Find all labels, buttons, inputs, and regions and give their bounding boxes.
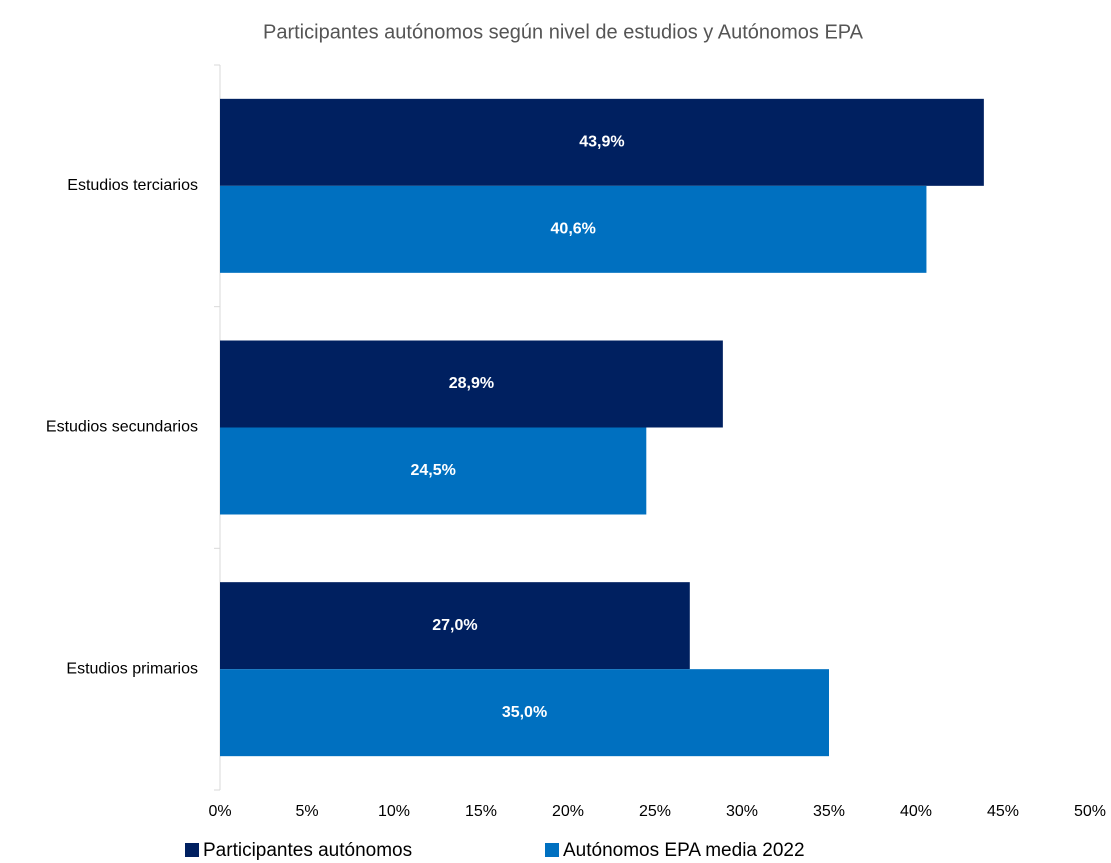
value-label: 27,0% bbox=[432, 617, 477, 634]
x-tick-label: 45% bbox=[987, 803, 1019, 820]
bar bbox=[220, 427, 647, 515]
legend-label: Participantes autónomos bbox=[203, 840, 412, 861]
value-label: 28,9% bbox=[449, 375, 494, 392]
legend-label: Autónomos EPA media 2022 bbox=[563, 840, 805, 861]
bar bbox=[220, 669, 829, 757]
value-label: 40,6% bbox=[551, 221, 596, 238]
chart-title: Participantes autónomos según nivel de e… bbox=[263, 21, 864, 43]
bar bbox=[220, 185, 927, 273]
x-tick-label: 25% bbox=[639, 803, 671, 820]
x-tick-label: 0% bbox=[208, 803, 231, 820]
x-tick-label: 5% bbox=[295, 803, 318, 820]
legend-swatch bbox=[185, 843, 199, 857]
x-tick-label: 35% bbox=[813, 803, 845, 820]
bar bbox=[220, 98, 984, 186]
value-label: 43,9% bbox=[579, 134, 624, 151]
x-tick-label: 20% bbox=[552, 803, 584, 820]
x-tick-label: 30% bbox=[726, 803, 758, 820]
x-tick-label: 10% bbox=[378, 803, 410, 820]
x-tick-label: 15% bbox=[465, 803, 497, 820]
x-tick-label: 40% bbox=[900, 803, 932, 820]
bar bbox=[220, 582, 690, 670]
value-label: 35,0% bbox=[502, 704, 547, 721]
category-label: Estudios primarios bbox=[66, 660, 198, 677]
bar bbox=[220, 340, 723, 428]
legend-swatch bbox=[545, 843, 559, 857]
x-tick-label: 50% bbox=[1074, 803, 1106, 820]
category-label: Estudios secundarios bbox=[46, 419, 198, 436]
value-label: 24,5% bbox=[410, 462, 455, 479]
category-label: Estudios terciarios bbox=[67, 177, 198, 194]
